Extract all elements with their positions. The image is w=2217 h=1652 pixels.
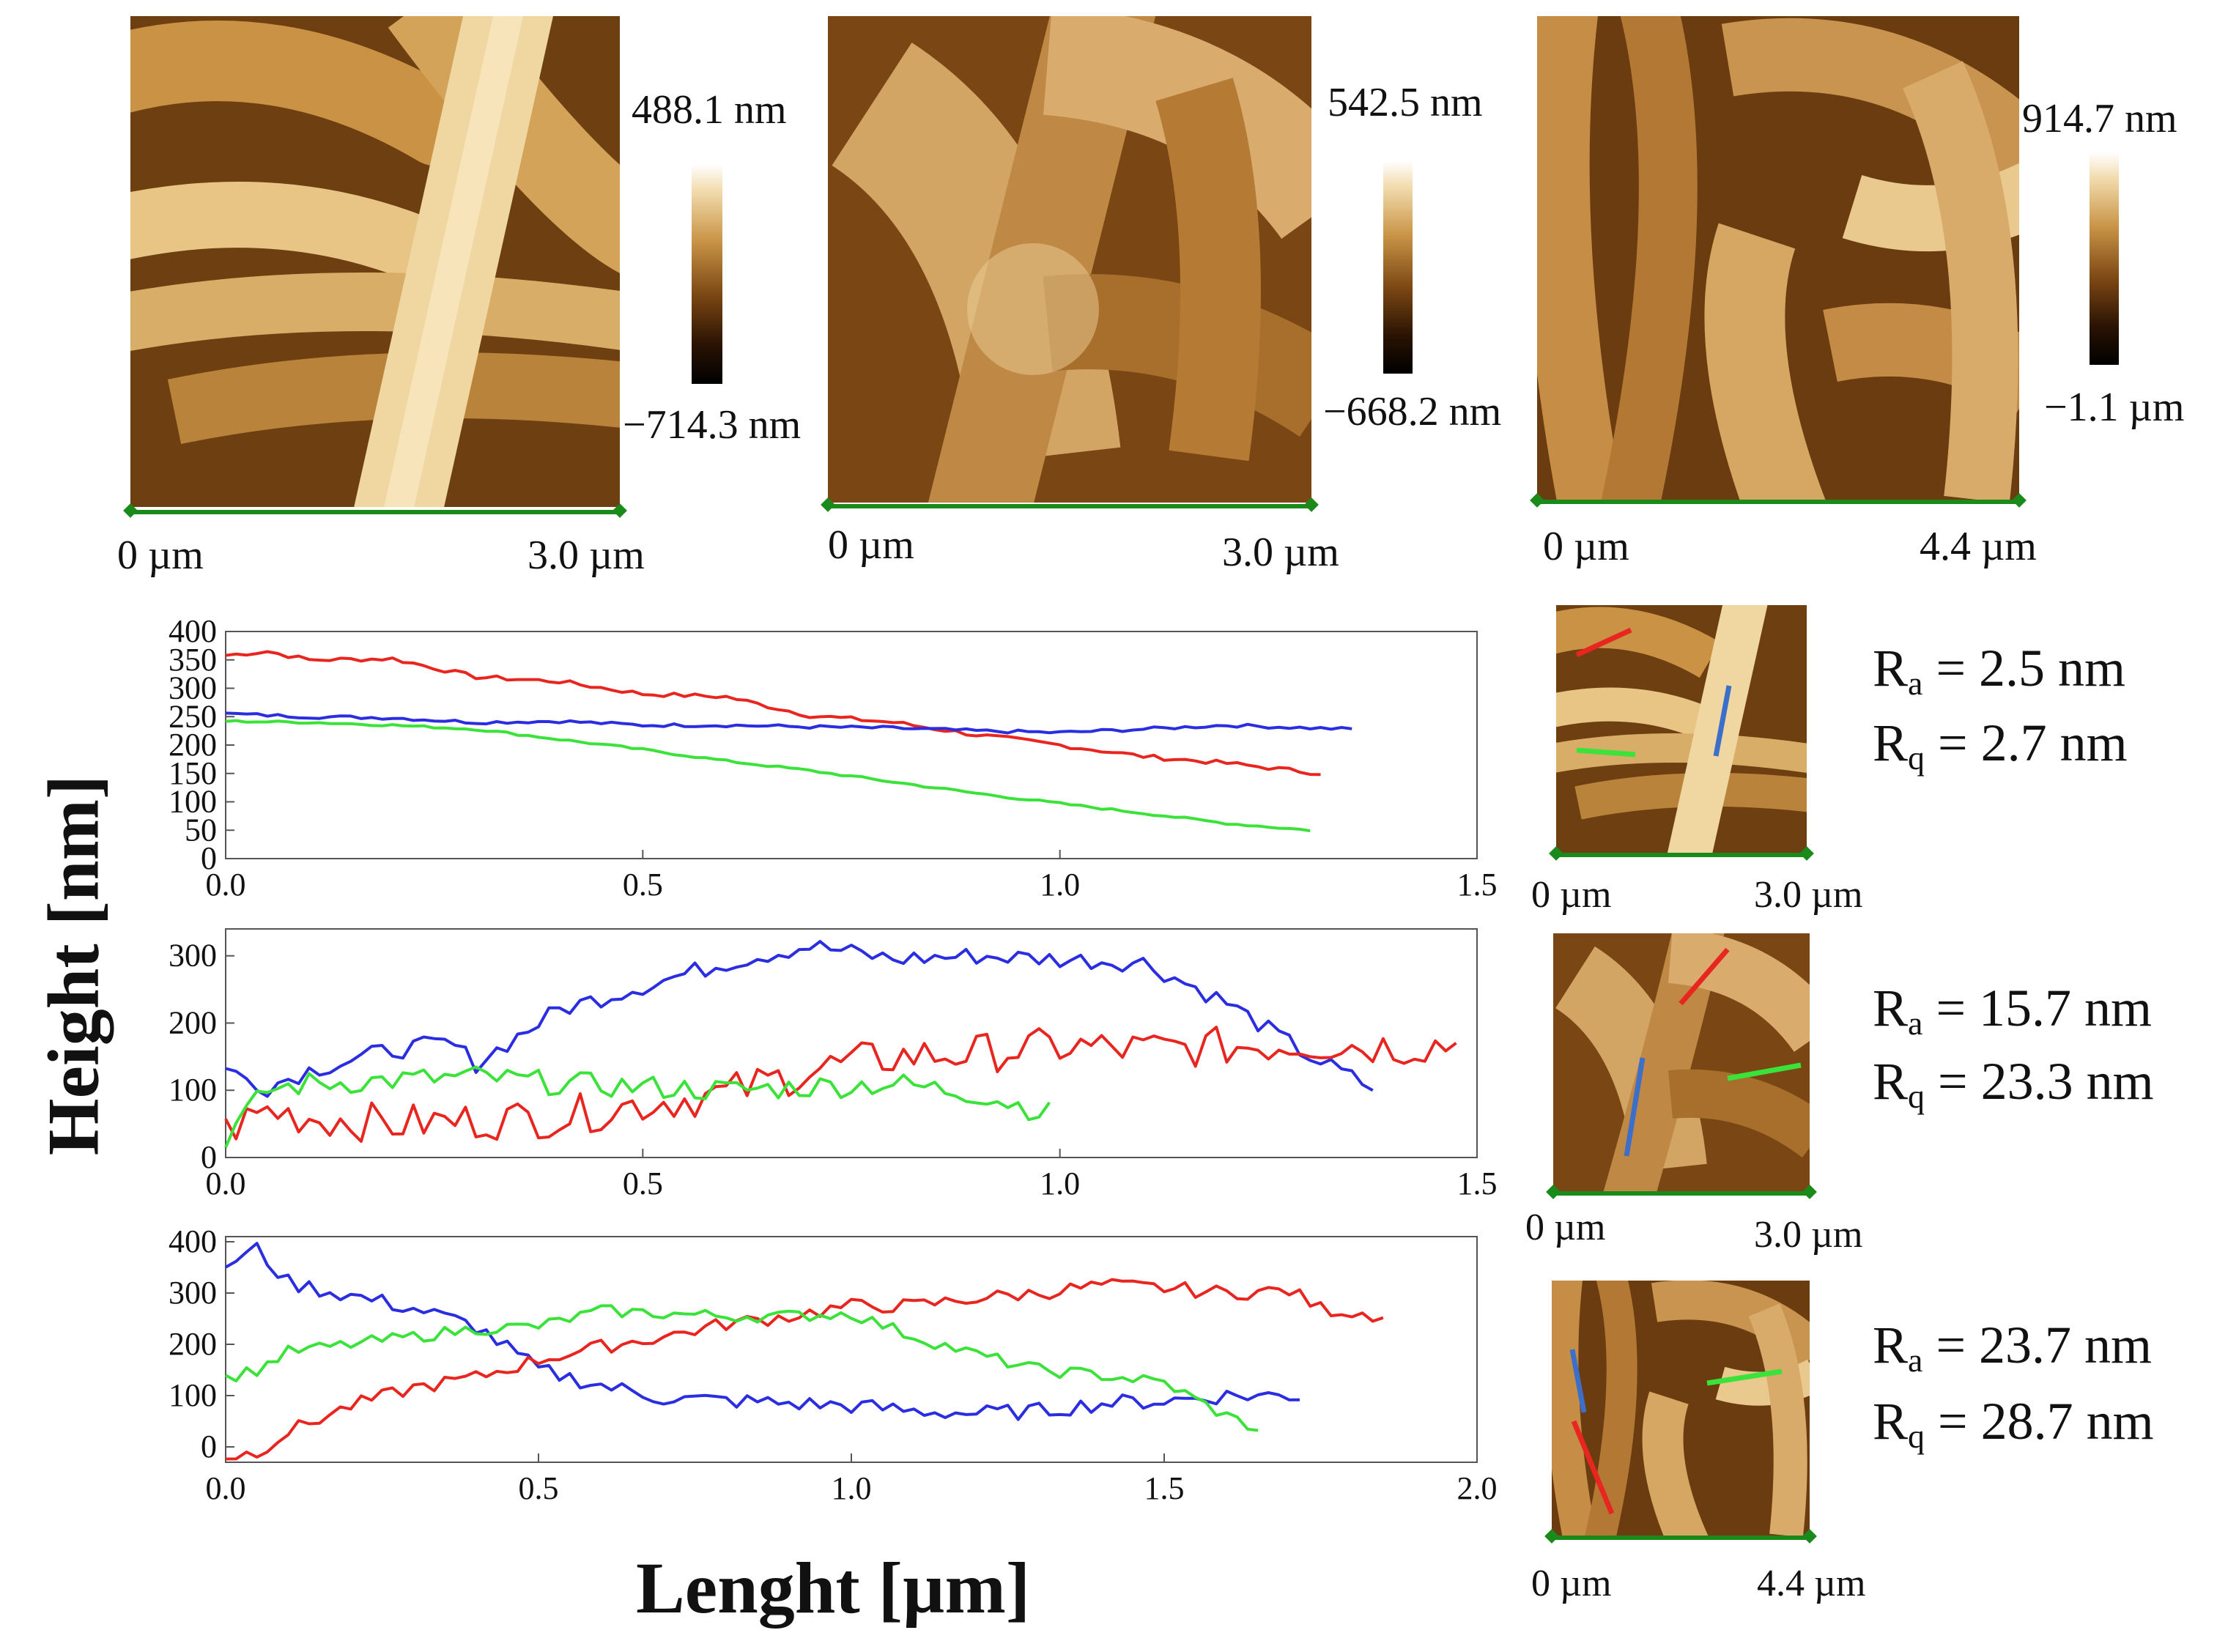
x-tick-label-1-0: 0.0 — [206, 867, 246, 903]
y-tick-label-3-1: 100 — [169, 1377, 217, 1413]
x-tick-label-2-0: 0.0 — [206, 1166, 246, 1201]
thumb2-blue-line — [1624, 1057, 1646, 1157]
afm-image-3 — [1537, 16, 2019, 500]
afm-colorbar-1 — [692, 164, 722, 384]
y-tick-label-3-2: 200 — [169, 1326, 217, 1362]
y-tick-label-1-4: 200 — [169, 727, 217, 763]
y-tick-label-1-2: 100 — [169, 784, 217, 820]
thumb-scale-start-1: 0 µm — [1531, 874, 1612, 916]
afm-scale-end-1: 3.0 µm — [528, 533, 645, 578]
x-tick-label-1-2: 1.0 — [1040, 867, 1080, 903]
stat-rq-3: Rq = 28.7 nm — [1873, 1392, 2154, 1455]
afm-scalebar-1 — [130, 510, 620, 514]
y-tick-label-3-3: 300 — [169, 1275, 217, 1311]
thumb2-red-line — [1679, 947, 1730, 1006]
afm-scale-end-3: 4.4 µm — [1920, 524, 2037, 569]
thumb-scale-end-3: 4.4 µm — [1757, 1563, 1866, 1604]
afm-scale-end-2: 3.0 µm — [1222, 530, 1339, 575]
chart-frame-3 — [225, 1236, 1478, 1463]
thumbnail-1 — [1556, 605, 1807, 853]
series-blue-line-3 — [225, 1242, 1300, 1421]
series-red-line-2 — [224, 1026, 1457, 1143]
x-tick-label-2-1: 0.5 — [623, 1166, 663, 1201]
afm-cbar-max-2: 542.5 nm — [1328, 80, 1483, 125]
y-tick-label-1-0: 0 — [201, 840, 217, 876]
afm-scalebar-3 — [1537, 500, 2019, 504]
x-tick-label-3-4: 2.0 — [1457, 1470, 1498, 1506]
afm-cbar-min-3: −1.1 µm — [2044, 385, 2185, 430]
afm-cbar-min-2: −668.2 nm — [1323, 389, 1502, 434]
y-tick-label-1-6: 300 — [169, 670, 217, 706]
afm-cbar-max-1: 488.1 nm — [632, 87, 787, 133]
afm-colorbar-2 — [1383, 161, 1413, 374]
thumb-scale-end-2: 3.0 µm — [1754, 1214, 1863, 1256]
stat-ra-2: Ra = 15.7 nm — [1873, 979, 2153, 1042]
thumbnail-3 — [1552, 1281, 1810, 1536]
series-green-line-2 — [224, 1065, 1051, 1149]
x-axis-title: Lenght [µm] — [636, 1547, 1031, 1629]
thumb1-red-line — [1575, 627, 1632, 658]
y-tick-label-2-1: 100 — [169, 1072, 217, 1108]
afm-scale-start-1: 0 µm — [117, 533, 204, 578]
afm-colorbar-3 — [2090, 152, 2119, 365]
y-tick-label-2-3: 300 — [169, 938, 217, 974]
y-tick-label-3-0: 0 — [201, 1429, 217, 1464]
thumb1-green-line — [1576, 747, 1636, 758]
y-tick-label-1-1: 50 — [185, 812, 217, 848]
thumb3-blue-line — [1569, 1349, 1587, 1413]
y-tick-label-1-7: 350 — [169, 642, 217, 678]
afm-scale-start-2: 0 µm — [828, 522, 914, 568]
x-tick-label-1-1: 0.5 — [623, 867, 663, 903]
series-green-line-1 — [225, 719, 1311, 833]
afm-image-1 — [130, 16, 620, 507]
chart-frame-2 — [225, 928, 1478, 1158]
stat-ra-1: Ra = 2.5 nm — [1873, 639, 2126, 702]
stat-ra-3: Ra = 23.7 nm — [1873, 1316, 2153, 1379]
afm-cbar-min-1: −714.3 nm — [623, 402, 802, 448]
x-tick-label-3-0: 0.0 — [206, 1470, 246, 1506]
series-red-line-1 — [225, 650, 1321, 777]
y-tick-label-1-5: 250 — [169, 698, 217, 734]
x-tick-label-3-2: 1.0 — [832, 1470, 872, 1506]
series-blue-line-2 — [225, 940, 1374, 1098]
y-tick-label-1-8: 400 — [169, 613, 217, 649]
afm-scalebar-2 — [828, 504, 1311, 508]
x-tick-label-3-3: 1.5 — [1144, 1470, 1185, 1506]
x-tick-label-2-3: 1.5 — [1457, 1166, 1498, 1201]
y-tick-label-2-2: 200 — [169, 1004, 217, 1040]
afm-scale-start-3: 0 µm — [1543, 524, 1629, 569]
x-tick-label-2-2: 1.0 — [1040, 1166, 1080, 1201]
thumb-scale-start-3: 0 µm — [1531, 1563, 1612, 1604]
thumb-scale-end-1: 3.0 µm — [1754, 874, 1863, 916]
series-green-line-3 — [225, 1304, 1259, 1432]
afm-cbar-max-3: 914.7 nm — [2022, 96, 2177, 141]
thumb-scale-start-2: 0 µm — [1525, 1207, 1606, 1248]
thumb1-blue-line — [1713, 685, 1732, 757]
x-tick-label-3-1: 0.5 — [519, 1470, 559, 1506]
y-tick-label-3-4: 400 — [169, 1223, 217, 1259]
series-blue-line-1 — [225, 711, 1352, 735]
y-tick-label-2-0: 0 — [201, 1139, 217, 1175]
thumb-scalebar-2 — [1553, 1191, 1810, 1196]
y-tick-label-1-3: 150 — [169, 755, 217, 791]
thumb3-red-line — [1571, 1420, 1615, 1515]
stat-rq-2: Rq = 23.3 nm — [1873, 1052, 2154, 1115]
thumb2-green-line — [1727, 1062, 1802, 1081]
series-red-line-3 — [225, 1278, 1384, 1461]
x-tick-label-1-3: 1.5 — [1457, 867, 1498, 903]
stat-rq-1: Rq = 2.7 nm — [1873, 714, 2128, 777]
thumb-scalebar-3 — [1552, 1536, 1810, 1540]
chart-frame-1 — [225, 631, 1478, 859]
thumb-scalebar-1 — [1556, 853, 1807, 857]
thumb3-green-line — [1706, 1368, 1783, 1386]
thumbnail-2 — [1553, 933, 1810, 1191]
afm-image-2 — [828, 16, 1311, 503]
